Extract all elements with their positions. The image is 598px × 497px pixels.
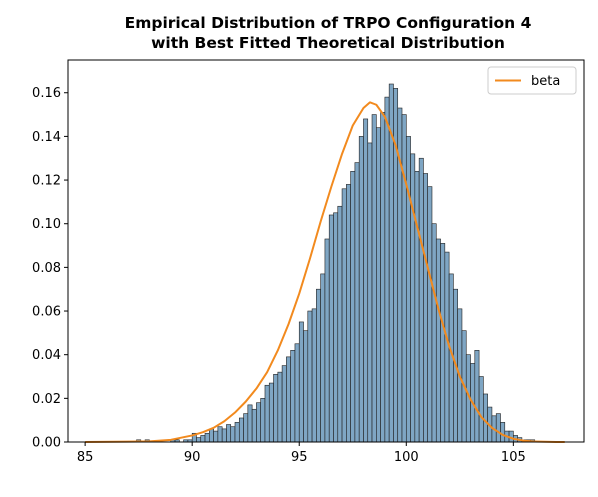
histogram-bar	[483, 393, 488, 443]
histogram-bar	[401, 114, 407, 443]
histogram-bar	[200, 435, 206, 443]
histogram-bar	[337, 205, 343, 443]
histogram-bar	[204, 432, 210, 443]
histogram-bar	[277, 371, 283, 443]
histogram-bar	[303, 330, 309, 443]
histogram-bar	[405, 136, 411, 443]
histogram-bar	[350, 171, 356, 443]
y-tick-label: 0.08	[32, 261, 61, 276]
histogram-bar	[273, 374, 279, 443]
chart-title-line-1: Empirical Distribution of TRPO Configura…	[125, 14, 532, 32]
legend-label-beta: beta	[531, 74, 560, 89]
y-tick-label: 0.04	[32, 348, 61, 363]
histogram-bar	[367, 142, 373, 443]
histogram-bar	[260, 398, 266, 443]
y-axis: 0.00 0.02 0.04 0.06 0.08 0.10 0.12 0.14 0.16	[32, 86, 68, 451]
histogram-bar	[440, 243, 446, 443]
histogram-bar	[217, 426, 223, 443]
histogram-bar	[384, 96, 390, 443]
histogram-bar	[414, 171, 420, 443]
x-tick-label: 85	[77, 450, 94, 465]
histogram-bar	[247, 404, 253, 443]
x-tick-label: 100	[394, 450, 419, 465]
histogram-bar	[290, 350, 296, 443]
x-tick-label: 95	[291, 450, 308, 465]
x-tick-label: 90	[184, 450, 201, 465]
histogram-bar	[474, 350, 480, 443]
histogram-bar	[213, 430, 219, 443]
histogram-bar	[209, 428, 214, 443]
y-tick-label: 0.16	[32, 86, 61, 101]
histogram-bar	[500, 422, 506, 443]
histogram-bar	[380, 112, 386, 443]
histogram-bar	[238, 417, 244, 443]
histogram-bar	[354, 162, 360, 443]
histogram-bar	[311, 308, 317, 443]
histogram-bar	[376, 127, 381, 443]
legend: beta	[487, 66, 577, 95]
histogram-bar	[226, 424, 232, 443]
histogram-bar	[286, 356, 291, 443]
histogram-bar	[324, 238, 330, 443]
histogram-bar	[371, 114, 377, 443]
y-tick-label: 0.06	[32, 305, 61, 320]
histogram-bar	[478, 376, 484, 443]
histogram-bar	[346, 184, 351, 443]
histogram-bar	[418, 157, 424, 443]
histogram-bar	[431, 223, 437, 443]
histogram-bar	[243, 413, 249, 443]
histogram-bars	[136, 83, 536, 443]
histogram-bar	[307, 310, 313, 443]
histogram-bar	[358, 136, 364, 443]
histogram-bar	[268, 382, 274, 443]
fitted-curve-beta	[85, 101, 565, 443]
histogram-bar	[427, 186, 433, 443]
histogram-bar	[298, 321, 304, 443]
y-tick-label: 0.00	[32, 436, 61, 451]
y-tick-label: 0.14	[32, 130, 61, 145]
histogram-bar	[328, 214, 334, 443]
histogram-bar	[221, 428, 227, 443]
x-axis: 85 90 95 100 105	[77, 442, 526, 465]
histogram-bar	[333, 212, 339, 443]
histogram-bar	[363, 118, 369, 443]
x-tick-label: 105	[501, 450, 526, 465]
histogram-bar	[264, 384, 270, 443]
histogram-bar	[495, 413, 501, 443]
histogram-bar	[281, 365, 287, 443]
fitted-curve-layer	[85, 101, 565, 443]
histogram-bar	[234, 422, 240, 443]
histogram-bar	[316, 288, 321, 443]
histogram-bar	[320, 273, 326, 443]
legend-box	[487, 66, 577, 95]
histogram-bar	[341, 188, 347, 443]
plot-frame	[67, 59, 585, 443]
histogram-bar	[294, 343, 300, 443]
histogram-bar	[230, 426, 236, 443]
histogram-bar	[196, 437, 202, 443]
chart-title-line-2: with Best Fitted Theoretical Distributio…	[151, 34, 505, 52]
y-tick-label: 0.02	[32, 392, 61, 407]
histogram-bar	[435, 238, 441, 443]
histogram-bar	[256, 402, 261, 443]
histogram-bar	[251, 408, 257, 443]
y-tick-label: 0.10	[32, 217, 61, 232]
y-tick-label: 0.12	[32, 174, 61, 189]
histogram-bar	[410, 153, 416, 443]
histogram-bar	[423, 173, 429, 443]
